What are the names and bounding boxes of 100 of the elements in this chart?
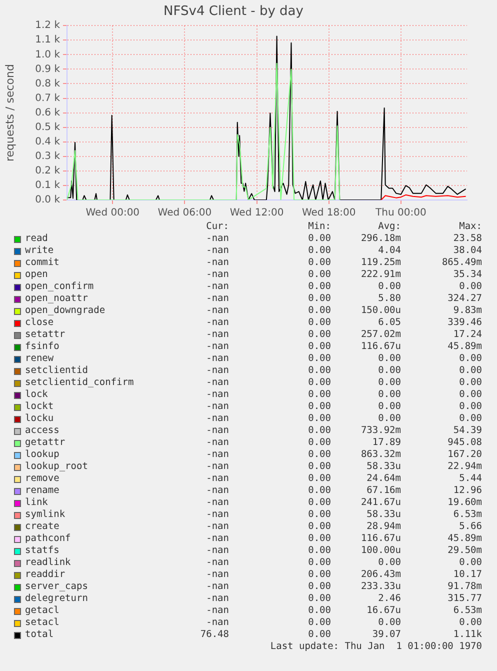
text: 0.00 (378, 401, 401, 413)
text: 0.00 (459, 557, 482, 569)
text: 45.89m (448, 341, 482, 353)
text: 0.00 (308, 401, 331, 413)
text: 4.04 (378, 245, 401, 257)
text: 0.00 (378, 377, 401, 389)
text: 0.00 (459, 413, 482, 425)
legend-label: open_noattr (25, 293, 88, 305)
x-tick-label: Wed 06:00 (158, 208, 212, 219)
text: 23.58 (453, 233, 482, 245)
legend-label: pathconf (25, 533, 71, 545)
text: 54.39 (453, 425, 482, 437)
text: -nan (206, 233, 229, 245)
text: 0.00 (378, 413, 401, 425)
text: 0.00 (459, 353, 482, 365)
text: 339.46 (448, 317, 482, 329)
y-tick-label: 1.2 k (35, 20, 60, 32)
x-tick-label: Wed 00:00 (86, 208, 140, 219)
legend-label: symlink (25, 509, 66, 521)
legend-label: readlink (25, 557, 71, 569)
text: -nan (206, 413, 229, 425)
y-tick-label: 1.1 k (35, 34, 60, 46)
text: -nan (206, 389, 229, 401)
text: -nan (206, 473, 229, 485)
text: 0.00 (308, 557, 331, 569)
text: -nan (206, 593, 229, 605)
text: 6.05 (378, 317, 401, 329)
text: 100.00u (360, 545, 401, 557)
x-tick-label: Wed 18:00 (302, 208, 356, 219)
text: 241.67u (360, 497, 401, 509)
text: -nan (206, 365, 229, 377)
text: 0.00 (378, 353, 401, 365)
text: 222.91m (360, 269, 401, 281)
text: -nan (206, 257, 229, 269)
y-axis-title: requests / second (3, 64, 16, 162)
text: 9.83m (453, 305, 482, 317)
text: 10.17 (453, 569, 482, 581)
legend-label: setclientid_confirm (25, 377, 134, 389)
y-tick-label: 0.6 k (35, 107, 60, 118)
text: 0.00 (378, 389, 401, 401)
text: -nan (206, 401, 229, 413)
text: 16.67u (366, 605, 401, 617)
legend-label: remove (25, 473, 60, 485)
text: -nan (206, 317, 229, 329)
text: 167.20 (448, 449, 482, 461)
text: 91.78m (448, 581, 482, 593)
y-tick-label: 0.2 k (35, 166, 60, 177)
text: 150.00u (360, 305, 401, 317)
text: 0.00 (308, 605, 331, 617)
y-tick-label: 0.5 k (35, 122, 60, 133)
text: 0.00 (459, 617, 482, 629)
text: 116.67u (360, 533, 401, 545)
text: 0.00 (308, 581, 331, 593)
text: Avg: (378, 221, 401, 233)
text: 0.00 (459, 281, 482, 293)
text: 0.00 (308, 461, 331, 473)
text: 0.00 (308, 233, 331, 245)
text: -nan (206, 281, 229, 293)
text: 0.00 (308, 473, 331, 485)
text: 0.00 (308, 629, 331, 641)
legend-label: create (25, 521, 60, 533)
legend-label: read (25, 233, 48, 245)
text: 58.33u (366, 461, 401, 473)
text: -nan (206, 557, 229, 569)
text: 0.00 (308, 341, 331, 353)
text: -nan (206, 293, 229, 305)
legend-label: open_confirm (25, 281, 94, 293)
text: -nan (206, 533, 229, 545)
text: 0.00 (308, 377, 331, 389)
legend-label: statfs (25, 545, 60, 557)
text: 5.66 (459, 521, 482, 533)
text: -nan (206, 545, 229, 557)
text: 0.00 (308, 353, 331, 365)
text: 39.07 (372, 629, 401, 641)
legend-label: lookup_root (25, 461, 88, 473)
y-tick-label: 0.7 k (35, 92, 60, 104)
text: -nan (206, 569, 229, 581)
text: 22.94m (448, 461, 482, 473)
legend-label: server_caps (25, 581, 88, 593)
text: 0.00 (308, 569, 331, 581)
legend-label: access (25, 425, 60, 437)
text: 0.00 (308, 365, 331, 377)
text: 233.33u (360, 581, 401, 593)
text: 863.32m (360, 449, 401, 461)
legend-label: commit (25, 257, 60, 269)
text: 0.00 (308, 293, 331, 305)
text: 0.00 (308, 521, 331, 533)
text: -nan (206, 449, 229, 461)
text: -nan (206, 509, 229, 521)
text: 257.02m (360, 329, 401, 341)
text: 0.00 (459, 377, 482, 389)
text: -nan (206, 581, 229, 593)
text: 0.00 (459, 365, 482, 377)
text: 38.04 (453, 245, 482, 257)
text: Min: (308, 221, 331, 233)
text: -nan (206, 485, 229, 497)
legend-label: open_downgrade (25, 305, 106, 317)
legend-label: lock (25, 389, 48, 401)
text: 24.64m (366, 473, 401, 485)
legend-label: lookup (25, 449, 60, 461)
